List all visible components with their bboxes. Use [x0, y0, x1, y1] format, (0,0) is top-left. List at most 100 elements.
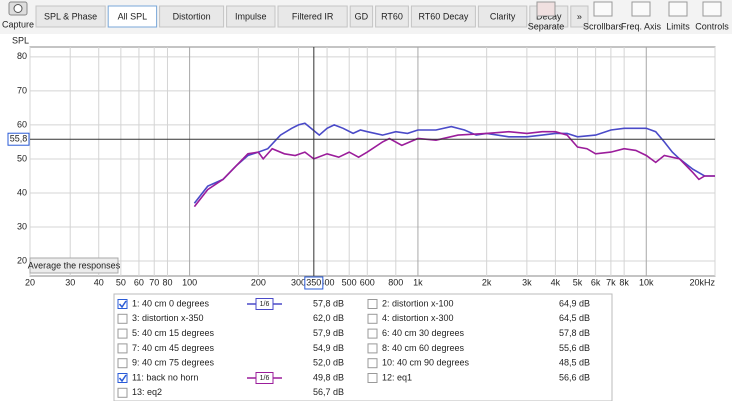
x-tick-label: 7k [606, 277, 616, 287]
y-tick-label: 60 [17, 119, 27, 129]
legend-checkbox[interactable] [117, 387, 128, 398]
tab[interactable] [159, 5, 225, 28]
legend-checkbox[interactable] [367, 343, 378, 354]
tab-label[interactable]: GD [355, 11, 369, 21]
x-tick-label: 20kHz [689, 277, 715, 287]
legend-name[interactable]: 11: back no horn [132, 372, 198, 382]
legend-level: 62,0 dB [313, 313, 344, 323]
x-tick-label: 3k [522, 277, 532, 287]
capture-label[interactable]: Capture [2, 19, 34, 29]
legend-checkbox[interactable] [367, 328, 378, 339]
tab[interactable] [35, 5, 106, 28]
tab-label[interactable]: Impulse [235, 11, 267, 21]
tab-label[interactable]: » [577, 11, 582, 21]
tab-label[interactable]: All SPL [118, 11, 148, 21]
tab[interactable] [349, 5, 374, 28]
legend-checkbox[interactable] [117, 358, 128, 369]
x-tick-label: 600 [360, 277, 375, 287]
average-button[interactable] [29, 257, 119, 274]
tool-icon[interactable] [631, 1, 651, 17]
legend-level: 52,0 dB [313, 358, 344, 368]
smoothing-label[interactable]: 1/6 [260, 301, 270, 308]
x-tick-label: 500 [342, 277, 357, 287]
legend-checkbox[interactable] [117, 328, 128, 339]
legend-name[interactable]: 4: distortion x-300 [382, 313, 454, 323]
legend-checkbox[interactable] [117, 313, 128, 324]
tab-label[interactable]: Distortion [173, 11, 211, 21]
legend-level: 56,6 dB [559, 372, 590, 382]
legend-name[interactable]: 3: distortion x-350 [132, 313, 204, 323]
legend-checkbox[interactable] [367, 358, 378, 369]
x-tick-label: 400 [320, 277, 335, 287]
tool-icon[interactable] [668, 1, 688, 17]
x-tick-label: 100 [182, 277, 197, 287]
legend-panel [113, 293, 613, 401]
legend-name[interactable]: 1: 40 cm 0 degrees [132, 298, 210, 308]
tab-label[interactable]: SPL & Phase [44, 11, 97, 21]
y-tick-label: 70 [17, 85, 27, 95]
legend-name[interactable]: 2: distortion x-100 [382, 298, 454, 308]
legend-name[interactable]: 7: 40 cm 45 degrees [132, 343, 215, 353]
legend-name[interactable]: 6: 40 cm 30 degrees [382, 328, 465, 338]
tool-icon[interactable] [593, 1, 613, 17]
legend-checkbox[interactable] [367, 373, 378, 383]
tool-icon[interactable] [536, 1, 556, 17]
y-tick-label: 40 [17, 187, 27, 197]
x-tick-label: 5k [573, 277, 583, 287]
cursor-x-label: 350 [306, 277, 321, 287]
legend-name[interactable]: 9: 40 cm 75 degrees [132, 358, 215, 368]
tab[interactable] [570, 5, 589, 28]
x-tick-label: 20 [25, 277, 35, 287]
checkmark[interactable] [118, 374, 127, 383]
capture-icon [8, 1, 28, 16]
y-tick-label: 30 [17, 221, 27, 231]
average-button-label[interactable]: Average the responses [28, 260, 121, 270]
legend-level: 57,9 dB [313, 328, 344, 338]
tool-label[interactable]: Scrollbars [583, 21, 624, 31]
tab[interactable] [277, 5, 348, 28]
legend-name[interactable]: 13: eq2 [132, 387, 162, 397]
smoothing-label[interactable]: 1/6 [260, 375, 270, 382]
tab[interactable] [477, 5, 528, 28]
tab[interactable] [410, 5, 476, 28]
tab-label[interactable]: Filtered IR [292, 11, 334, 21]
tool-label[interactable]: Limits [666, 21, 690, 31]
tab-label[interactable]: RT60 [381, 11, 403, 21]
legend-name[interactable]: 12: eq1 [382, 372, 412, 382]
legend-level: 57,8 dB [313, 298, 344, 308]
legend-name[interactable]: 10: 40 cm 90 degrees [382, 358, 470, 368]
legend-level: 54,9 dB [313, 343, 344, 353]
legend-level: 64,5 dB [559, 313, 590, 323]
legend-name[interactable]: 5: 40 cm 15 degrees [132, 328, 215, 338]
checkmark[interactable] [118, 300, 127, 309]
legend-checkbox[interactable] [367, 313, 378, 324]
response-curve [193, 122, 715, 204]
smoothing-box[interactable] [255, 298, 274, 310]
legend-checkbox[interactable] [117, 373, 128, 383]
x-tick-label: 50 [116, 277, 126, 287]
tool-icon[interactable] [702, 1, 722, 17]
legend-checkbox[interactable] [117, 299, 128, 309]
tab[interactable] [375, 5, 409, 28]
legend-name[interactable]: 8: 40 cm 60 degrees [382, 343, 465, 353]
cursor-y-label: 55,8 [10, 134, 28, 144]
x-tick-label: 60 [134, 277, 144, 287]
legend-checkbox[interactable] [117, 343, 128, 354]
smoothing-box[interactable] [255, 372, 274, 384]
x-tick-label: 1k [413, 277, 423, 287]
legend-level: 56,7 dB [313, 387, 344, 397]
tool-label[interactable]: Freq. Axis [621, 21, 662, 31]
legend-level: 48,5 dB [559, 358, 590, 368]
tab[interactable] [226, 5, 276, 28]
legend-level: 49,8 dB [313, 372, 344, 382]
tab-label[interactable]: Clarity [490, 11, 516, 21]
legend-checkbox[interactable] [367, 299, 378, 309]
x-tick-label: 300 [291, 277, 306, 287]
tool-label[interactable]: Controls [695, 21, 729, 31]
tab-label[interactable]: RT60 Decay [418, 11, 468, 21]
tool-label[interactable]: Separate [528, 21, 565, 31]
y-tick-label: 80 [17, 51, 27, 61]
x-tick-label: 6k [591, 277, 601, 287]
tab[interactable] [107, 5, 158, 28]
cursor-y-box [7, 132, 30, 146]
